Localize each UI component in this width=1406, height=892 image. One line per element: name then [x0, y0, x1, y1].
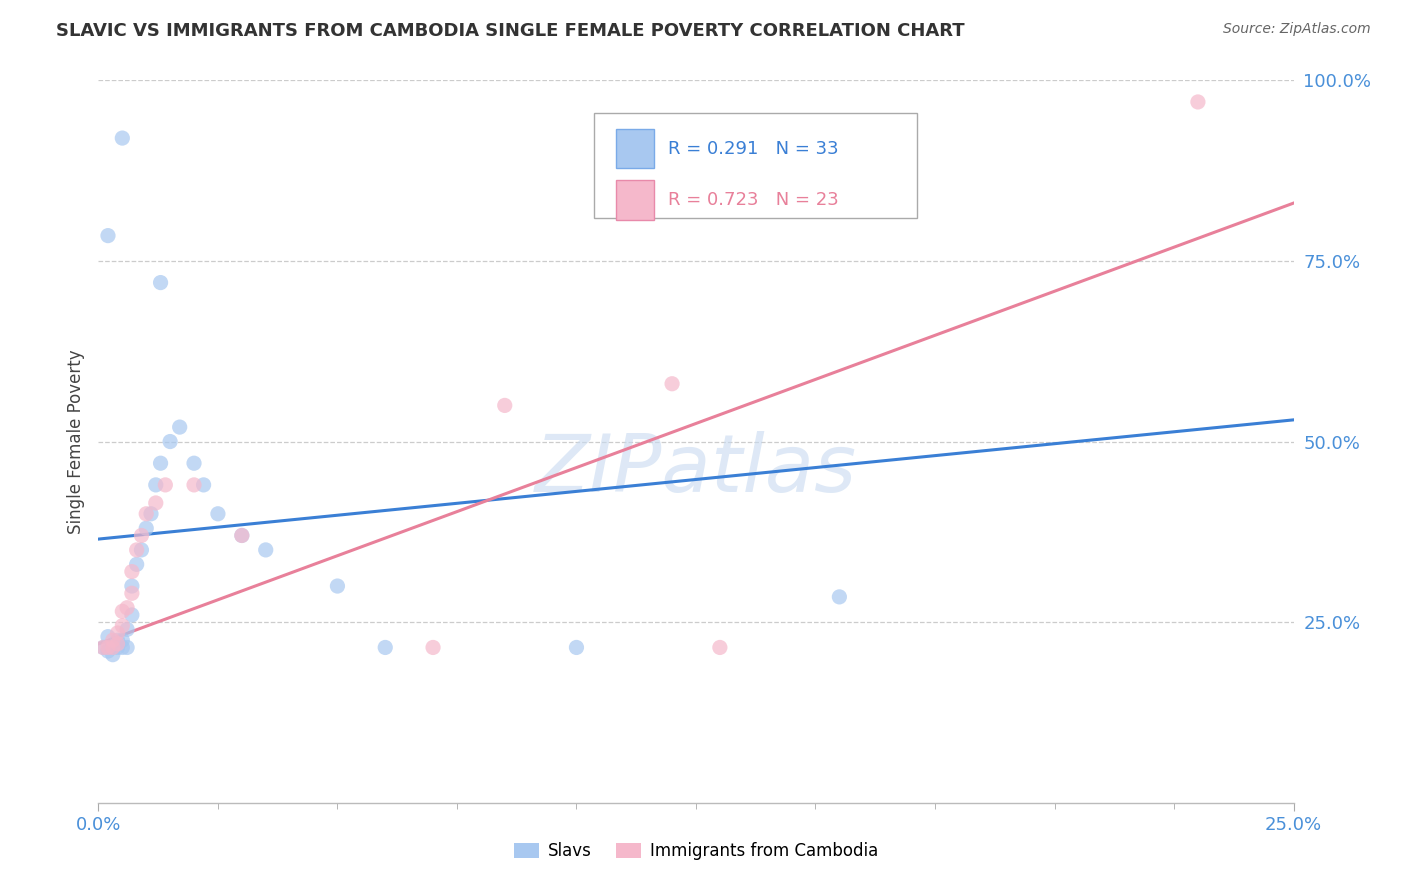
- FancyBboxPatch shape: [616, 128, 654, 169]
- Text: R = 0.723   N = 23: R = 0.723 N = 23: [668, 191, 839, 210]
- Text: SLAVIC VS IMMIGRANTS FROM CAMBODIA SINGLE FEMALE POVERTY CORRELATION CHART: SLAVIC VS IMMIGRANTS FROM CAMBODIA SINGL…: [56, 22, 965, 40]
- Point: [125, 542, 148, 557]
- Point: [101, 633, 124, 648]
- Point: [101, 640, 124, 655]
- Text: R = 0.291   N = 33: R = 0.291 N = 33: [668, 139, 839, 158]
- Text: ZIPatlas: ZIPatlas: [534, 432, 858, 509]
- Point: [115, 623, 138, 637]
- Point: [131, 528, 153, 542]
- Point: [111, 604, 134, 618]
- Point: [374, 640, 396, 655]
- Point: [111, 131, 134, 145]
- Point: [169, 420, 191, 434]
- Point: [111, 619, 134, 633]
- FancyBboxPatch shape: [616, 180, 654, 220]
- Point: [101, 648, 124, 662]
- Point: [231, 528, 253, 542]
- Point: [111, 640, 134, 655]
- Legend: Slavs, Immigrants from Cambodia: Slavs, Immigrants from Cambodia: [508, 836, 884, 867]
- Point: [121, 607, 143, 622]
- Point: [828, 590, 851, 604]
- Point: [326, 579, 349, 593]
- Point: [422, 640, 444, 655]
- Point: [97, 640, 120, 655]
- Point: [107, 633, 129, 648]
- Point: [145, 496, 167, 510]
- Point: [149, 276, 172, 290]
- Point: [155, 478, 177, 492]
- Point: [231, 528, 253, 542]
- Point: [139, 507, 162, 521]
- Point: [709, 640, 731, 655]
- Point: [254, 542, 277, 557]
- Point: [107, 640, 129, 655]
- Point: [1187, 95, 1209, 109]
- Point: [661, 376, 683, 391]
- Y-axis label: Single Female Poverty: Single Female Poverty: [66, 350, 84, 533]
- Point: [97, 228, 120, 243]
- Point: [91, 640, 114, 655]
- Point: [107, 626, 129, 640]
- Point: [149, 456, 172, 470]
- Text: Source: ZipAtlas.com: Source: ZipAtlas.com: [1223, 22, 1371, 37]
- Point: [193, 478, 215, 492]
- Point: [131, 542, 153, 557]
- Point: [101, 640, 124, 655]
- Point: [159, 434, 181, 449]
- Point: [115, 640, 138, 655]
- Point: [97, 644, 120, 658]
- Point: [91, 640, 114, 655]
- Point: [207, 507, 229, 521]
- Point: [121, 565, 143, 579]
- Point: [107, 637, 129, 651]
- Point: [183, 478, 205, 492]
- Point: [494, 398, 516, 412]
- Point: [145, 478, 167, 492]
- Point: [183, 456, 205, 470]
- FancyBboxPatch shape: [595, 112, 917, 218]
- Point: [135, 507, 157, 521]
- Point: [115, 600, 138, 615]
- Point: [97, 630, 120, 644]
- Point: [125, 558, 148, 572]
- Point: [111, 633, 134, 648]
- Point: [121, 586, 143, 600]
- Point: [121, 579, 143, 593]
- Point: [135, 521, 157, 535]
- Point: [565, 640, 588, 655]
